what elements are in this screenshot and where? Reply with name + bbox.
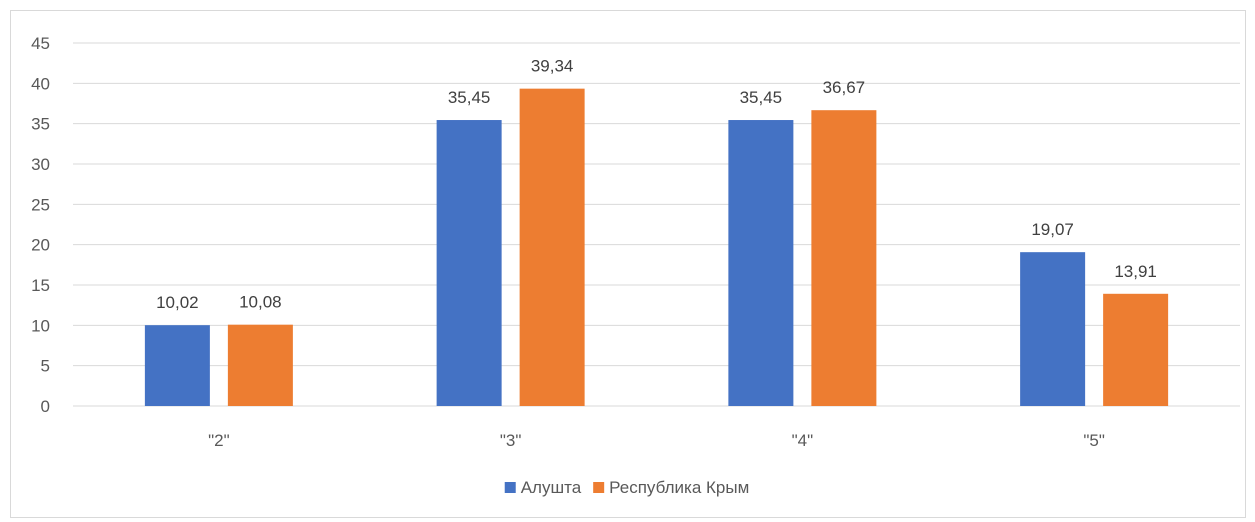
y-tick-label: 30	[31, 155, 50, 174]
y-tick-label: 0	[41, 397, 50, 416]
bar-series2	[811, 110, 877, 406]
data-label: 10,08	[239, 293, 282, 312]
y-tick-label: 20	[31, 236, 50, 255]
y-tick-label: 25	[31, 195, 50, 214]
y-tick-label: 35	[31, 115, 50, 134]
x-tick-label: "3"	[500, 431, 522, 450]
data-label: 39,34	[531, 57, 574, 76]
bar-series2	[1103, 293, 1169, 406]
bar-series2	[227, 324, 293, 406]
data-label: 10,02	[156, 293, 199, 312]
y-tick-label: 15	[31, 276, 50, 295]
y-tick-label: 10	[31, 316, 50, 335]
data-label: 13,91	[1114, 262, 1157, 281]
bar-series1	[144, 325, 210, 406]
x-tick-label: "2"	[208, 431, 230, 450]
legend-label: Республика Крым	[609, 478, 749, 497]
bar-series1	[436, 120, 502, 406]
data-label: 35,45	[740, 88, 783, 107]
data-label: 36,67	[823, 78, 866, 97]
bar-series2	[519, 88, 585, 406]
bar-series1	[728, 120, 794, 406]
y-tick-label: 45	[31, 34, 50, 53]
x-tick-label: "4"	[792, 431, 814, 450]
data-label: 35,45	[448, 88, 491, 107]
legend-swatch	[593, 482, 605, 493]
x-tick-label: "5"	[1083, 431, 1105, 450]
data-label: 19,07	[1031, 220, 1074, 239]
legend-label: Алушта	[521, 478, 582, 497]
y-tick-label: 5	[41, 357, 50, 376]
legend-swatch	[504, 482, 516, 493]
y-tick-label: 40	[31, 74, 50, 93]
bar-series1	[1020, 252, 1086, 406]
